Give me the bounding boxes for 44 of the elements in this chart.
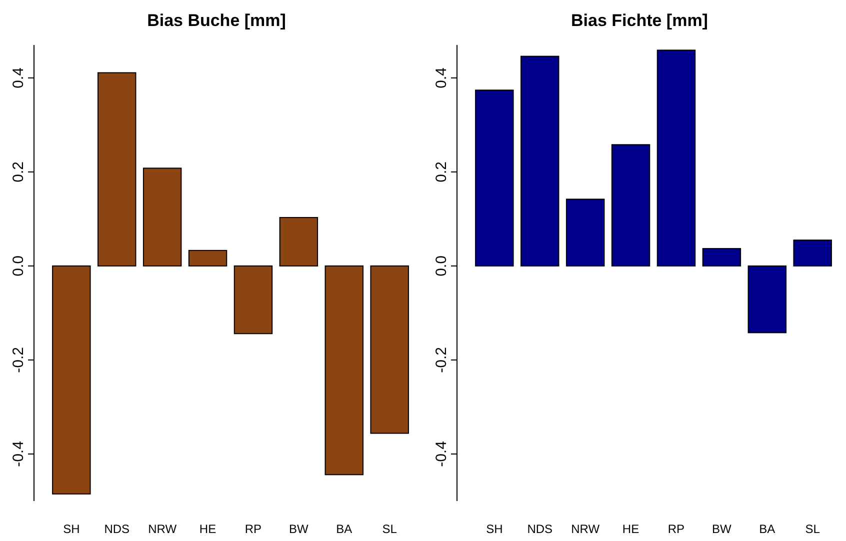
bar xyxy=(656,50,696,266)
bar xyxy=(611,144,650,266)
chart-title: Bias Fichte [mm] xyxy=(571,11,708,30)
x-tick-label: BW xyxy=(712,522,732,536)
x-tick-label: SH xyxy=(63,522,80,536)
bar xyxy=(793,240,832,266)
x-tick-label: RP xyxy=(244,522,262,536)
x-tick-label: HE xyxy=(622,522,640,536)
y-tick-label: 0.2 xyxy=(10,162,27,182)
bar xyxy=(370,265,409,434)
y-tick-label: 0.0 xyxy=(433,256,450,276)
chart-title: Bias Buche [mm] xyxy=(147,11,286,30)
x-tick-label: NDS xyxy=(527,522,553,536)
bar xyxy=(52,265,91,494)
y-tick-label: -0.4 xyxy=(10,441,27,467)
x-tick-label: RP xyxy=(668,522,685,536)
y-tick-label: 0.4 xyxy=(10,67,27,88)
bar xyxy=(142,168,182,266)
y-tick-label: 0.4 xyxy=(433,67,450,88)
x-tick-label: BW xyxy=(289,522,310,536)
y-tick-label: -0.2 xyxy=(433,347,450,373)
y-tick-label: -0.2 xyxy=(10,347,27,373)
x-tick-label: BA xyxy=(336,522,352,536)
y-tick-label: 0.2 xyxy=(433,162,450,182)
bar xyxy=(98,72,136,266)
bar xyxy=(566,198,605,266)
x-tick-label: NDS xyxy=(104,522,130,536)
x-tick-label: SL xyxy=(805,522,820,536)
x-tick-label: SL xyxy=(382,522,398,536)
bar xyxy=(234,265,273,334)
x-tick-label: SH xyxy=(486,522,503,536)
x-tick-label: HE xyxy=(199,522,216,536)
bar xyxy=(475,90,514,266)
x-tick-label: NRW xyxy=(571,522,600,536)
bar xyxy=(702,248,742,266)
bar xyxy=(324,265,364,476)
bar xyxy=(748,265,786,334)
bar xyxy=(520,56,560,266)
x-tick-label: NRW xyxy=(148,522,178,536)
x-tick-label: BA xyxy=(759,522,776,536)
y-tick-label: 0.0 xyxy=(10,256,27,276)
y-tick-label: -0.4 xyxy=(433,441,450,467)
bar xyxy=(188,250,228,266)
bar xyxy=(279,217,318,266)
